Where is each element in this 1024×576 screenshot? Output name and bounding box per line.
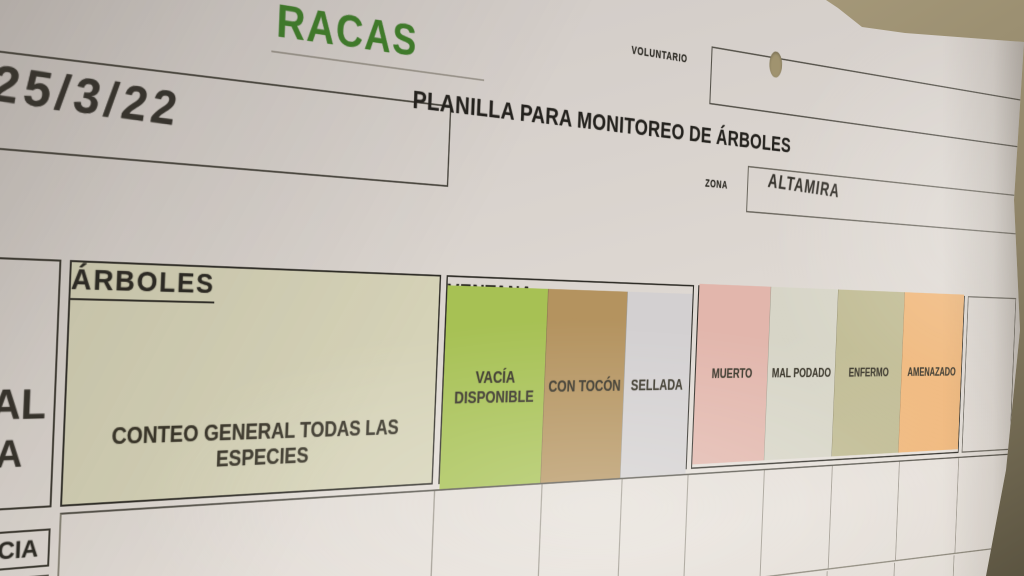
cut-off-left-column: AL A [0,250,62,521]
section-arboles-header: ÁRBOLES [70,262,216,304]
left-column-text-fragment: A [0,433,24,477]
section-condicion: CONDICIÓN DEL ARBOL MUERTO MAL PODADO EN… [690,283,965,470]
letterhead-logo-text: RACAS [275,0,419,66]
voluntario-label: VOLUNTARIO [631,43,688,65]
left-column-text-fragment: AL [0,380,47,429]
section-ventana: VENTANA VACÍA DISPONIBLE CON TOCÓN SELLA… [438,275,695,491]
cell-mal-podado: MAL PODADO [763,286,839,461]
cell-vacia-disponible: VACÍA DISPONIBLE [439,285,549,491]
section-empty-column [961,296,1017,453]
zona-label: ZONA [704,176,729,191]
left-column-row-fragment: NCIA [0,528,51,576]
cell-amenazado: AMENAZADO [898,292,965,453]
section-arboles: ÁRBOLES CONTEO GENERAL TODAS LAS ESPECIE… [60,260,442,507]
cell-enfermo: ENFERMO [831,289,905,457]
cell-sellada: SELLADA [619,291,693,480]
cell-con-tocon: CON TOCÓN [540,288,628,485]
cell-muerto: MUERTO [692,283,771,465]
